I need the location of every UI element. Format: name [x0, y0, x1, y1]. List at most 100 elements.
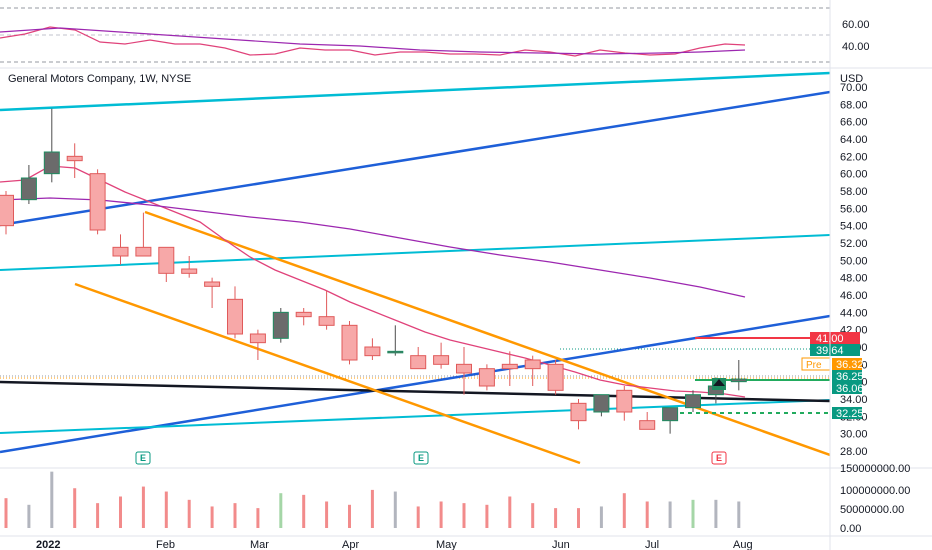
candle[interactable]: [89, 169, 106, 235]
candle[interactable]: [570, 399, 587, 430]
candle-body: [295, 311, 312, 318]
candle-body: [570, 402, 587, 422]
price-tag-41[interactable]: 41.00: [810, 332, 860, 345]
candle[interactable]: [364, 338, 381, 360]
candle[interactable]: [43, 108, 60, 183]
volume-bar: [370, 489, 374, 528]
candle-body: [616, 389, 633, 413]
time-label: Feb: [156, 539, 175, 550]
candle[interactable]: [456, 347, 472, 395]
rsi-pane: 60.00 40.00: [0, 7, 870, 63]
candle-body: [524, 359, 541, 370]
price-tag-36-25[interactable]: 36.25: [832, 370, 864, 383]
volume-bar: [737, 501, 741, 528]
channel-orange-upper[interactable]: [144, 210, 830, 457]
candle[interactable]: [685, 390, 701, 412]
candle-body: [501, 363, 518, 370]
price-tag-pre[interactable]: Pre 36.32: [801, 357, 864, 371]
candle[interactable]: [639, 412, 656, 430]
volume-bar: [27, 504, 31, 528]
candle-body: [204, 281, 221, 287]
price-tag-36-06[interactable]: 36.06: [832, 382, 864, 395]
time-label: Mar: [250, 539, 269, 550]
earnings-marker[interactable]: E: [413, 451, 429, 465]
volume-bar: [141, 486, 145, 528]
candle[interactable]: [593, 394, 610, 417]
candle[interactable]: [204, 277, 221, 308]
earnings-marker[interactable]: E: [135, 451, 151, 465]
currency-label: USD: [840, 73, 863, 85]
candle[interactable]: [547, 360, 564, 395]
candle-body: [89, 173, 106, 231]
candle[interactable]: [501, 351, 518, 386]
time-axis[interactable]: 2022 Feb Mar Apr May Jun Jul Aug: [36, 539, 753, 550]
candles-group: [0, 108, 747, 434]
price-tick: 46.00: [840, 290, 868, 302]
svg-text:36.32: 36.32: [836, 359, 864, 371]
chart-title: General Motors Company, 1W, NYSE: [8, 73, 191, 85]
price-tick: 30.00: [840, 429, 868, 441]
candle[interactable]: [616, 386, 633, 421]
candle-body: [456, 363, 472, 374]
price-tick: 54.00: [840, 221, 868, 233]
candle-body: [685, 394, 701, 409]
volume-bar: [325, 501, 329, 528]
candle[interactable]: [387, 325, 404, 356]
price-tick: 48.00: [840, 273, 868, 285]
candle[interactable]: [295, 308, 312, 326]
ema-slow-line: [0, 197, 746, 298]
ema-fast-line: [0, 165, 746, 398]
candle[interactable]: [66, 143, 83, 178]
volume-bar: [96, 503, 100, 528]
candle[interactable]: [158, 246, 175, 282]
volume-bar: [508, 496, 512, 528]
candle[interactable]: [272, 308, 289, 343]
volume-axis: 150000000.00 100000000.00 50000000.00 0.…: [840, 463, 910, 535]
candle[interactable]: [249, 329, 266, 360]
candle[interactable]: [524, 355, 541, 386]
candle-body: [249, 333, 266, 344]
candle[interactable]: [478, 364, 495, 391]
candle[interactable]: [0, 191, 14, 235]
candle[interactable]: [410, 347, 427, 370]
trendline-cyan-mid[interactable]: [0, 234, 830, 271]
candle-body: [112, 246, 129, 257]
time-label: 2022: [36, 539, 60, 550]
candle-body: [318, 316, 335, 326]
trendline-cyan-top[interactable]: [0, 71, 830, 112]
candle-body: [410, 355, 427, 370]
volume-bar: [691, 499, 695, 528]
candle[interactable]: [227, 286, 243, 339]
price-tag-39-64[interactable]: 39.64: [810, 344, 860, 357]
volume-bar: [439, 501, 443, 528]
candle-body: [341, 324, 358, 361]
candle[interactable]: [730, 360, 747, 391]
candle-body: [0, 194, 14, 227]
candle-body: [20, 177, 37, 201]
candle[interactable]: [433, 342, 450, 369]
candle[interactable]: [318, 290, 335, 330]
trendline-blue-lower[interactable]: [0, 314, 830, 454]
candle[interactable]: [112, 234, 129, 265]
time-label: Jul: [645, 539, 659, 550]
volume-tick: 100000000.00: [840, 485, 910, 497]
volume-bar: [599, 506, 603, 528]
candle-body: [181, 268, 198, 274]
channel-orange-lower[interactable]: [74, 282, 581, 465]
trendline-blue-upper[interactable]: [0, 90, 830, 227]
price-tick: 60.00: [840, 169, 868, 181]
candle[interactable]: [181, 256, 198, 278]
candle[interactable]: [135, 212, 152, 257]
candle[interactable]: [662, 407, 679, 434]
earnings-marker[interactable]: E: [711, 451, 727, 465]
candle[interactable]: [20, 165, 37, 204]
price-tick: 44.00: [840, 307, 868, 319]
volume-bar: [577, 508, 580, 528]
volume-bar: [348, 504, 351, 528]
candle-body: [662, 407, 679, 422]
candle[interactable]: [341, 321, 358, 365]
price-axis[interactable]: 70.00 68.00 66.00 64.00 62.00 60.00 58.00 56.00…: [840, 82, 868, 458]
price-tick: 68.00: [840, 99, 868, 111]
price-tag-32-25[interactable]: 32.25: [832, 407, 864, 420]
